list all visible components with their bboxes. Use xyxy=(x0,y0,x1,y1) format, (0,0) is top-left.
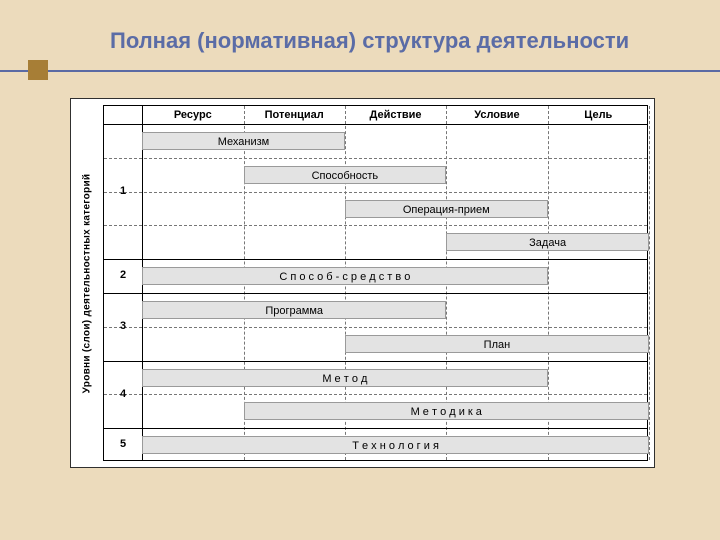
row-group-label: 2 xyxy=(104,259,142,293)
column-header: Действие xyxy=(345,106,446,124)
column-header: Потенциал xyxy=(244,106,345,124)
bar: Способность xyxy=(244,166,447,184)
row-group-label: 5 xyxy=(104,428,142,462)
chart: Уровни (слои) деятельностных категорий Р… xyxy=(70,98,655,468)
grid-hline-group xyxy=(104,361,647,362)
grid-hline xyxy=(104,192,647,193)
title-rule xyxy=(0,70,720,72)
grid-hline xyxy=(104,225,647,226)
bar: Задача xyxy=(446,233,649,251)
grid-vline xyxy=(649,106,650,460)
row-group-label: 3 xyxy=(104,293,142,361)
y-axis-label-wrap: Уровни (слои) деятельностных категорий xyxy=(77,99,97,467)
column-header: Условие xyxy=(446,106,547,124)
bar: План xyxy=(345,335,649,353)
bar: М е т о д и к а xyxy=(244,402,649,420)
grid-hline xyxy=(104,394,647,395)
grid-hline-group xyxy=(104,293,647,294)
grid-hline xyxy=(104,158,647,159)
column-header: Цель xyxy=(548,106,649,124)
bar: Т е х н о л о г и я xyxy=(142,436,649,454)
bar: Механизм xyxy=(142,132,345,150)
bar: С п о с о б - с р е д с т в о xyxy=(142,267,547,285)
bar: Операция-прием xyxy=(345,200,548,218)
grid-hline-group xyxy=(104,428,647,429)
column-header: Ресурс xyxy=(142,106,243,124)
y-axis-label: Уровни (слои) деятельностных категорий xyxy=(82,173,93,393)
title-bullet xyxy=(28,60,48,80)
slide-title-wrap: Полная (нормативная) структура деятельно… xyxy=(110,28,700,54)
row-group-label: 4 xyxy=(104,361,142,429)
bar: М е т о д xyxy=(142,369,547,387)
slide-title: Полная (нормативная) структура деятельно… xyxy=(110,28,700,54)
grid-hline xyxy=(104,327,647,328)
plot-area: РесурсПотенциалДействиеУсловиеЦель 12345 М… xyxy=(103,105,648,461)
grid-hline-group xyxy=(104,259,647,260)
row-group-label: 1 xyxy=(104,124,142,259)
bar: Программа xyxy=(142,301,446,319)
grid-hline-header xyxy=(104,124,647,125)
